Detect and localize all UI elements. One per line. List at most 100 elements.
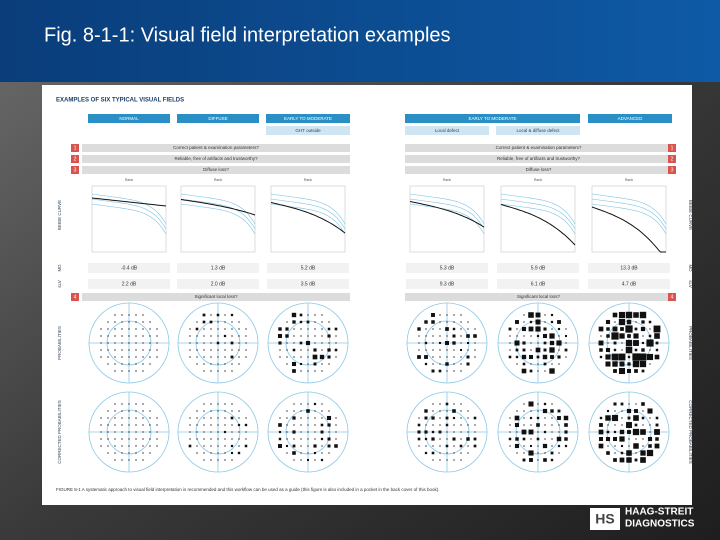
plot-point <box>536 355 540 359</box>
plot-point <box>439 445 441 447</box>
plot-point <box>100 445 102 447</box>
plot-point <box>613 402 617 406</box>
plot-point <box>509 445 511 447</box>
plot-point <box>100 431 102 433</box>
plot-point <box>314 417 316 419</box>
plot-point <box>224 459 226 461</box>
plot-point <box>460 356 462 358</box>
plot-point <box>432 342 434 344</box>
plot-point <box>196 342 198 344</box>
plot-point <box>100 417 102 419</box>
plot-point <box>230 451 234 455</box>
plot-point <box>542 408 548 414</box>
plot-point <box>432 424 434 426</box>
plot-point <box>627 430 631 434</box>
plot-point <box>230 416 234 420</box>
plot-point <box>474 424 476 426</box>
plot-point <box>543 430 547 434</box>
plot-point <box>306 458 310 462</box>
plot-point <box>142 328 144 330</box>
plot-point <box>135 342 137 344</box>
plot-point <box>655 437 659 441</box>
plot-point <box>135 410 137 412</box>
side-label: MD <box>57 264 62 272</box>
plot-point <box>530 363 532 365</box>
plot-point <box>299 341 303 345</box>
plot-point <box>189 349 191 351</box>
plot-point <box>613 369 617 373</box>
plot-point <box>307 403 309 405</box>
plot-point <box>210 363 212 365</box>
plot-point <box>291 361 297 367</box>
plot-point <box>114 321 116 323</box>
plot-point <box>649 349 651 351</box>
plot-point <box>314 431 316 433</box>
logo-line: HAAG-STREIT <box>625 507 693 518</box>
plot-point <box>307 438 309 440</box>
step-number-box <box>71 166 79 174</box>
plot-point <box>557 320 561 324</box>
plot-point <box>424 355 428 359</box>
plot-point <box>613 348 617 352</box>
plot-point <box>328 321 330 323</box>
plot-point <box>438 369 442 373</box>
plot-point <box>618 353 626 361</box>
normal-band <box>91 203 167 235</box>
plot-point <box>514 422 520 428</box>
plot-point <box>522 458 526 462</box>
plot-point <box>321 417 323 419</box>
plot-point <box>300 438 302 440</box>
plot-point <box>203 410 205 412</box>
plot-point <box>626 368 632 374</box>
step-number: 1 <box>74 145 77 151</box>
plot-point <box>238 417 240 419</box>
plot-point <box>334 327 338 331</box>
plot-point <box>278 327 282 331</box>
plot-point <box>224 403 226 405</box>
plot-point <box>292 369 296 373</box>
step-number-box <box>71 155 79 163</box>
plot-point <box>114 370 116 372</box>
normal-band <box>270 193 346 225</box>
side-label: MD <box>688 265 693 273</box>
plot-point <box>217 417 219 419</box>
plot-point <box>217 328 219 330</box>
plot-point <box>628 438 630 440</box>
plot-point <box>327 327 331 331</box>
plot-point <box>135 417 137 419</box>
plot-point <box>107 349 109 351</box>
plot-point <box>203 438 205 440</box>
side-label: BEBIE CURVE <box>57 200 62 230</box>
plot-point <box>306 409 310 413</box>
plot-point <box>542 443 548 449</box>
plot-point <box>453 424 455 426</box>
side-label: CORRECTED PROBABILITIES <box>57 400 62 464</box>
plot-point <box>542 333 548 339</box>
column-header <box>588 114 672 123</box>
plot-point <box>635 452 637 454</box>
plot-point <box>135 438 137 440</box>
plot-point <box>238 356 240 358</box>
plot-point <box>544 321 546 323</box>
plot-point <box>224 410 226 412</box>
plot-point <box>279 417 281 419</box>
plot-point <box>320 423 324 427</box>
plot-point <box>300 459 302 461</box>
plot-point <box>509 424 511 426</box>
plot-point <box>107 410 109 412</box>
rank-label: Rank <box>214 178 222 182</box>
plot-point <box>121 424 123 426</box>
plot-point <box>217 335 219 337</box>
plot-point <box>439 314 441 316</box>
plot-point <box>196 410 198 412</box>
plot-point <box>632 353 640 361</box>
plot-point <box>114 459 116 461</box>
plot-point <box>114 424 116 426</box>
plot-point <box>654 429 660 435</box>
plot-point <box>299 313 303 317</box>
plot-point <box>530 335 532 337</box>
plot-point <box>149 452 151 454</box>
plot-point <box>445 327 449 331</box>
plot-point <box>128 417 130 419</box>
side-label: sLV <box>57 280 62 287</box>
